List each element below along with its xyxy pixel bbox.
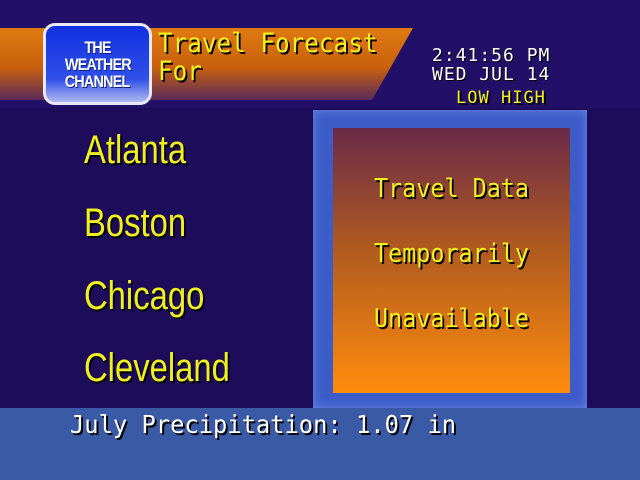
city-name: Boston: [84, 201, 187, 245]
time: 2:41:56 PM: [432, 45, 551, 66]
date: WED JUL 14: [432, 64, 551, 85]
clock: 2:41:56 PM WED JUL 14: [432, 46, 550, 84]
column-headers: LOW HIGH: [456, 88, 546, 108]
ticker-bar: [0, 408, 640, 480]
title-line: For: [158, 56, 202, 87]
message-panel: Travel Data Temporarily Unavailable: [333, 128, 570, 393]
message-line: Unavailable: [374, 304, 529, 334]
logo-text: CHANNEL: [65, 71, 131, 91]
city-name: Atlanta: [84, 128, 187, 172]
precipitation-ticker: July Precipitation: 1.07 in: [70, 410, 457, 439]
logo-text: WEATHER: [64, 54, 131, 74]
high-header: HIGH: [500, 88, 546, 108]
city-name: Cleveland: [84, 346, 230, 390]
message-box: Travel Data Temporarily Unavailable: [313, 110, 587, 408]
logo-text: THE: [84, 37, 111, 57]
weather-channel-logo: THE WEATHER CHANNEL: [43, 23, 152, 105]
city-name: Chicago: [84, 274, 205, 318]
low-header: LOW: [456, 88, 490, 108]
message-line: Temporarily: [374, 239, 529, 269]
title-line: Travel Forecast: [158, 28, 378, 59]
message-line: Travel Data: [374, 174, 529, 204]
page-title: Travel Forecast For: [158, 30, 377, 86]
